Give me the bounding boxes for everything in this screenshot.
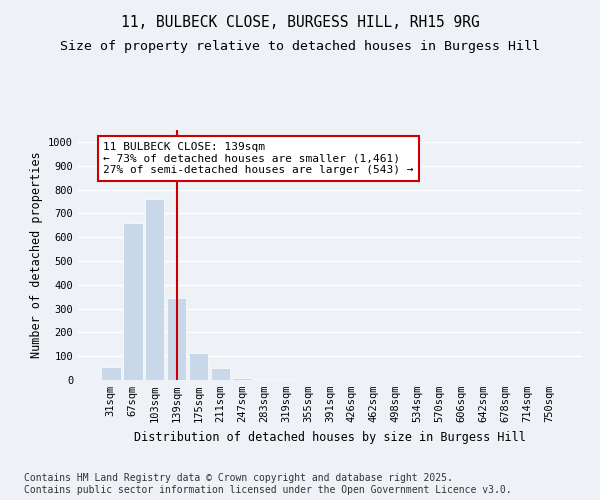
Y-axis label: Number of detached properties: Number of detached properties xyxy=(29,152,43,358)
X-axis label: Distribution of detached houses by size in Burgess Hill: Distribution of detached houses by size … xyxy=(134,430,526,444)
Bar xyxy=(101,367,121,380)
Bar xyxy=(232,378,252,380)
Bar xyxy=(167,298,187,380)
Text: Contains HM Land Registry data © Crown copyright and database right 2025.
Contai: Contains HM Land Registry data © Crown c… xyxy=(24,474,512,495)
Bar xyxy=(145,199,164,380)
Bar xyxy=(188,352,208,380)
Text: 11 BULBECK CLOSE: 139sqm
← 73% of detached houses are smaller (1,461)
27% of sem: 11 BULBECK CLOSE: 139sqm ← 73% of detach… xyxy=(103,142,413,175)
Bar xyxy=(211,368,230,380)
Text: Size of property relative to detached houses in Burgess Hill: Size of property relative to detached ho… xyxy=(60,40,540,53)
Text: 11, BULBECK CLOSE, BURGESS HILL, RH15 9RG: 11, BULBECK CLOSE, BURGESS HILL, RH15 9R… xyxy=(121,15,479,30)
Bar xyxy=(123,223,143,380)
Bar xyxy=(254,379,274,380)
